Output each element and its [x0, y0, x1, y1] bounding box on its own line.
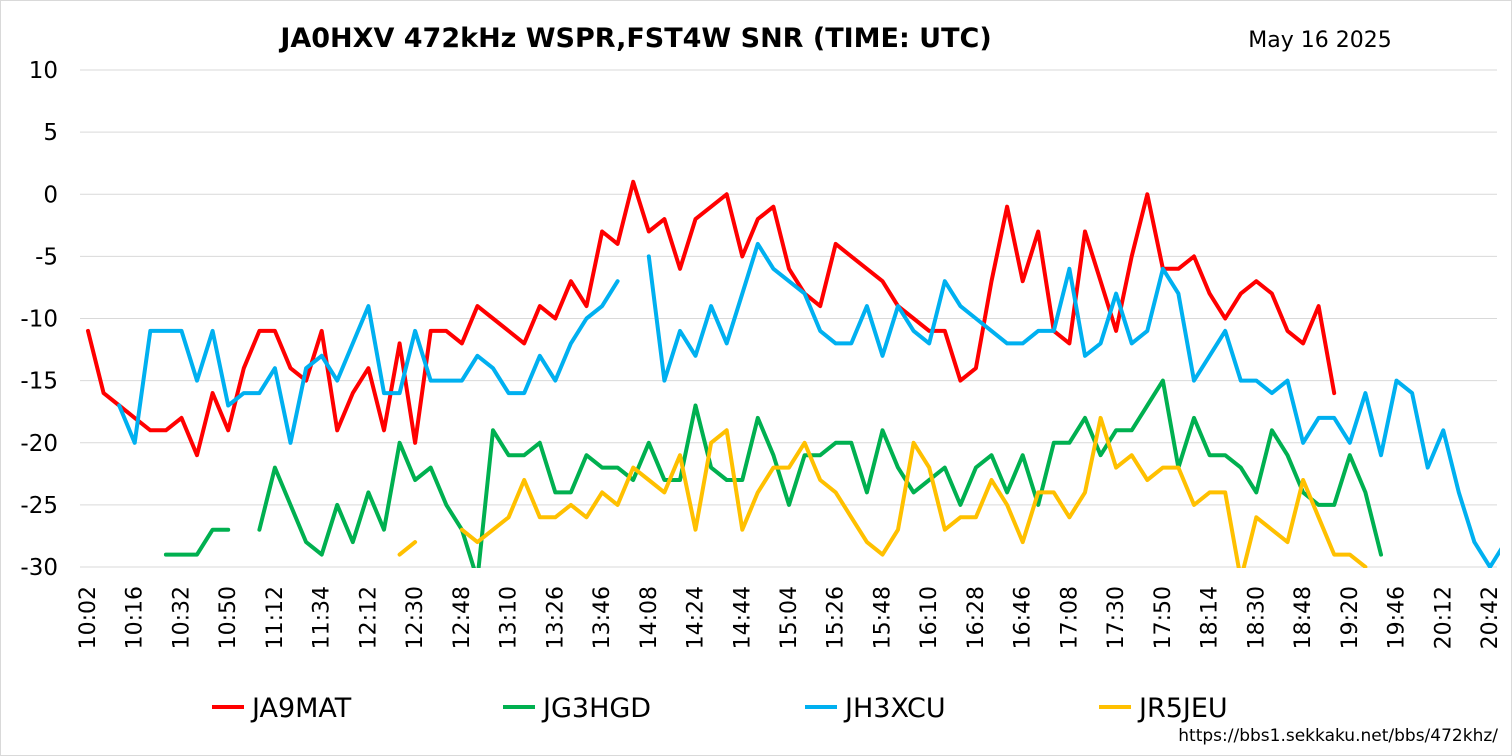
legend-label-ja9mat: JA9MAT — [250, 693, 352, 724]
x-tick-label: 14:24 — [684, 586, 709, 649]
x-tick-label: 14:08 — [637, 586, 662, 649]
x-tick-label: 16:10 — [917, 586, 942, 649]
series-line-jh3xcu — [117, 241, 1500, 568]
x-tick-label: 17:50 — [1151, 586, 1176, 649]
x-tick-label: 18:48 — [1291, 586, 1316, 649]
x-tick-label: 15:04 — [777, 586, 802, 649]
x-tick-label: 20:42 — [1478, 586, 1503, 649]
series-lines — [86, 179, 1500, 568]
x-tick-label: 10:16 — [123, 586, 148, 649]
x-tick-label: 15:26 — [824, 586, 849, 649]
x-tick-label: 13:10 — [497, 586, 522, 649]
x-tick-label: 15:48 — [870, 586, 895, 649]
series-line-jr5jeu — [397, 415, 1368, 568]
x-tick-label: 12:48 — [450, 586, 475, 649]
x-tick-label: 10:32 — [169, 586, 194, 649]
y-tick-label: -30 — [20, 555, 58, 581]
x-tick-label: 11:34 — [310, 586, 335, 649]
y-tick-label: 5 — [43, 120, 58, 146]
x-tick-label: 18:14 — [1198, 586, 1223, 649]
y-tick-label: 0 — [43, 182, 58, 208]
x-tick-label: 17:08 — [1057, 586, 1082, 649]
source-url: https://bbs1.sekkaku.net/bbs/472khz/ — [1178, 726, 1498, 746]
x-tick-label: 14:44 — [730, 586, 755, 649]
x-tick-label: 16:46 — [1011, 586, 1036, 649]
x-tick-label: 10:50 — [216, 586, 241, 649]
chart-date: May 16 2025 — [1248, 28, 1391, 53]
x-tick-label: 18:30 — [1244, 586, 1269, 649]
y-tick-label: -20 — [20, 431, 58, 457]
x-tick-label: 20:12 — [1431, 586, 1456, 649]
legend-label-jr5jeu: JR5JEU — [1137, 693, 1228, 724]
y-axis-ticks: 10 5 0 -5 -10 -15 -20 -25 -30 — [20, 58, 58, 581]
x-tick-label: 16:28 — [964, 586, 989, 649]
y-tick-label: -15 — [20, 369, 58, 395]
y-tick-label: 10 — [29, 58, 58, 84]
chart-title: JA0HXV 472kHz WSPR,FST4W SNR (TIME: UTC) — [278, 23, 991, 54]
x-tick-label: 11:12 — [263, 586, 288, 649]
x-tick-label: 19:46 — [1385, 586, 1410, 649]
y-tick-label: -25 — [20, 493, 58, 519]
x-tick-label: 13:46 — [590, 586, 615, 649]
y-tick-label: -5 — [35, 244, 58, 270]
gridlines — [80, 69, 1497, 568]
series-line-jg3hgd — [163, 378, 1383, 568]
x-tick-label: 13:26 — [543, 586, 568, 649]
series-line-ja9mat — [86, 179, 1337, 458]
legend: JA9MAT JG3HGD JH3XCU JR5JEU — [212, 693, 1228, 724]
legend-label-jg3hgd: JG3HGD — [541, 693, 651, 724]
x-tick-label: 10:02 — [76, 586, 101, 649]
x-axis-ticks: 10:02 10:16 10:32 10:50 11:12 11:34 12:12 12:30… — [76, 586, 1503, 649]
x-tick-label: 12:12 — [356, 586, 381, 649]
legend-label-jh3xcu: JH3XCU — [843, 693, 946, 724]
x-tick-label: 17:30 — [1104, 586, 1129, 649]
x-tick-label: 19:20 — [1338, 586, 1363, 649]
y-tick-label: -10 — [20, 307, 58, 333]
x-tick-label: 12:30 — [403, 586, 428, 649]
